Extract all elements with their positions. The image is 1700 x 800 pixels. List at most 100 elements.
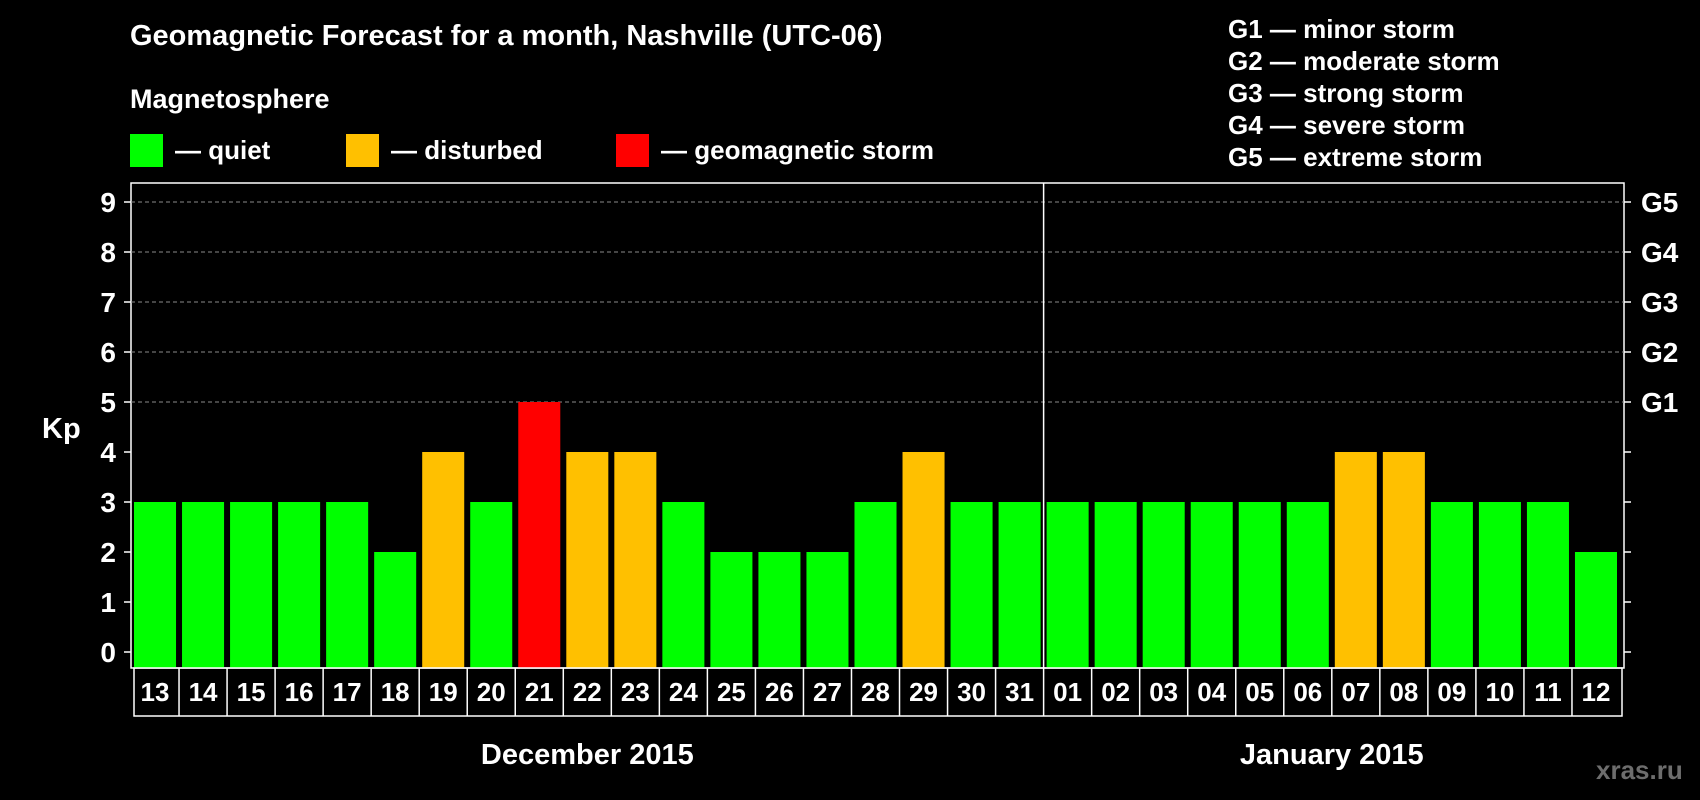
x-tick-label: 05	[1245, 677, 1274, 707]
kp-bar	[470, 502, 513, 668]
kp-bar	[374, 552, 417, 668]
kp-bar	[422, 452, 465, 668]
x-tick-label: 01	[1053, 677, 1082, 707]
x-tick-label: 22	[573, 677, 602, 707]
month-label-december: December 2015	[481, 739, 694, 771]
storm-scale-g3: G3 — strong storm	[1228, 78, 1464, 108]
y-axis-label: Kp	[42, 413, 81, 445]
kp-bar	[1574, 552, 1617, 668]
kp-bar	[278, 502, 321, 668]
kp-bar	[518, 402, 561, 668]
storm-level-label: G2	[1641, 337, 1678, 368]
day-label-strip	[133, 667, 1623, 717]
storm-scale-legend: G1 — minor storm G2 — moderate storm G3 …	[1228, 13, 1500, 173]
kp-bar	[662, 502, 705, 668]
kp-bar	[1046, 502, 1089, 668]
legend-heading: Magnetosphere	[130, 84, 330, 114]
x-tick-label: 17	[333, 677, 362, 707]
kp-bar	[998, 502, 1041, 668]
x-tick-label: 11	[1534, 677, 1562, 707]
storm-level-label: G4	[1641, 237, 1679, 268]
storm-level-label: G3	[1641, 287, 1678, 318]
kp-bar	[1334, 452, 1377, 668]
x-tick-label: 24	[669, 677, 698, 707]
kp-bar	[1478, 502, 1521, 668]
x-tick-label: 12	[1582, 677, 1611, 707]
y-tick-label: 8	[100, 237, 116, 268]
storm-scale-g2: G2 — moderate storm	[1228, 46, 1500, 76]
legend-item-storm: — geomagnetic storm	[616, 134, 934, 167]
kp-bar	[806, 552, 849, 668]
storm-scale-g1: G1 — minor storm	[1228, 14, 1455, 44]
x-tick-label: 23	[621, 677, 650, 707]
y-tick-label: 9	[100, 187, 116, 218]
x-tick-label: 13	[141, 677, 170, 707]
x-tick-label: 29	[909, 677, 938, 707]
x-tick-label: 27	[813, 677, 842, 707]
kp-bar	[1190, 502, 1233, 668]
x-tick-label: 30	[957, 677, 986, 707]
x-tick-label: 04	[1197, 677, 1226, 707]
kp-bar	[1382, 452, 1425, 668]
legend-swatch-disturbed	[346, 134, 379, 167]
legend-swatch-storm	[616, 134, 649, 167]
x-tick-label: 26	[765, 677, 794, 707]
x-tick-label: 10	[1485, 677, 1514, 707]
kp-bar	[1286, 502, 1329, 668]
y-tick-label: 2	[100, 537, 116, 568]
x-tick-label: 19	[429, 677, 458, 707]
y-tick-label: 6	[100, 337, 116, 368]
storm-level-label: G1	[1641, 387, 1678, 418]
y-tick-label: 1	[100, 587, 116, 618]
y-tick-label: 5	[100, 387, 116, 418]
legend-swatch-quiet	[130, 134, 163, 167]
x-tick-label: 08	[1389, 677, 1418, 707]
x-tick-label: 02	[1101, 677, 1130, 707]
x-tick-label: 15	[237, 677, 266, 707]
kp-bar	[230, 502, 273, 668]
legend-label-quiet: — quiet	[175, 135, 271, 165]
kp-bar	[134, 502, 177, 668]
storm-scale-g4: G4 — severe storm	[1228, 110, 1466, 140]
x-tick-label: 20	[477, 677, 506, 707]
y-tick-label: 3	[100, 487, 116, 518]
x-tick-label: 25	[717, 677, 746, 707]
y-tick-label: 7	[100, 287, 116, 318]
chart-title: Geomagnetic Forecast for a month, Nashvi…	[130, 20, 883, 52]
x-tick-label: 31	[1005, 677, 1034, 707]
kp-bar	[1142, 502, 1185, 668]
legend-item-quiet: — quiet	[130, 134, 270, 167]
storm-level-label: G5	[1641, 187, 1678, 218]
x-tick-label: 07	[1341, 677, 1370, 707]
kp-bar	[1094, 502, 1137, 668]
x-tick-label: 21	[525, 677, 554, 707]
kp-bar	[614, 452, 657, 668]
x-tick-label: 18	[381, 677, 410, 707]
kp-bar	[950, 502, 993, 668]
kp-bar	[566, 452, 609, 668]
x-tick-label: 14	[189, 677, 218, 707]
kp-bar	[758, 552, 801, 668]
kp-bar	[902, 452, 945, 668]
x-tick-label: 09	[1437, 677, 1466, 707]
watermark: xras.ru	[1596, 755, 1683, 785]
month-label-january: January 2015	[1240, 739, 1424, 771]
legend-label-disturbed: — disturbed	[391, 135, 543, 165]
y-tick-label: 4	[100, 437, 116, 468]
legend-item-disturbed: — disturbed	[346, 134, 543, 167]
kp-bar	[1238, 502, 1281, 668]
kp-bar	[710, 552, 753, 668]
x-tick-label: 28	[861, 677, 890, 707]
kp-bar	[326, 502, 369, 668]
kp-bar	[854, 502, 897, 668]
legend-label-storm: — geomagnetic storm	[661, 135, 935, 165]
x-tick-label: 06	[1293, 677, 1322, 707]
kp-bar	[1526, 502, 1569, 668]
x-tick-label: 16	[285, 677, 314, 707]
x-tick-label: 03	[1149, 677, 1178, 707]
kp-bar	[1430, 502, 1473, 668]
storm-scale-g5: G5 — extreme storm	[1228, 142, 1483, 172]
y-tick-label: 0	[100, 637, 116, 668]
kp-bar	[182, 502, 225, 668]
